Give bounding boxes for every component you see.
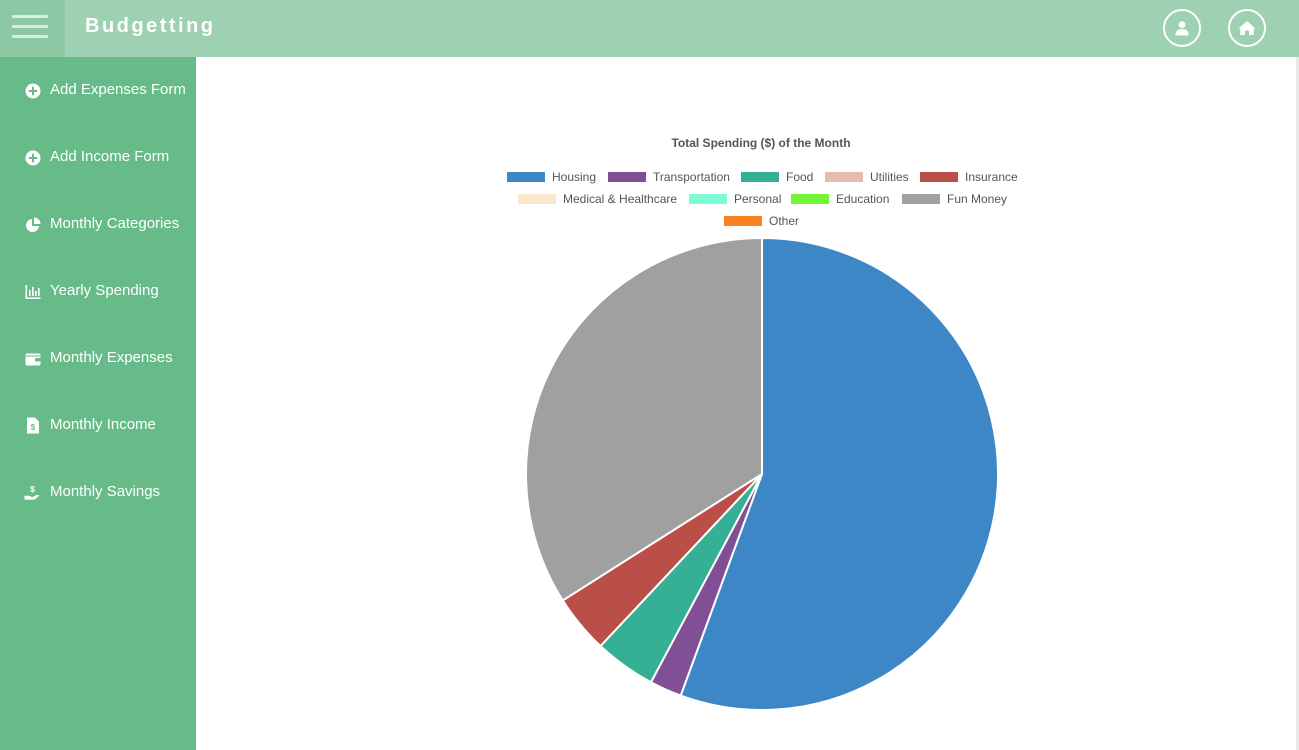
hand-dollar-icon: $ (24, 484, 41, 501)
sidebar-item-label: Monthly Categories (50, 215, 180, 232)
legend-swatch (507, 172, 545, 182)
legend-item[interactable]: Utilities (825, 170, 909, 184)
content-border (1296, 57, 1299, 750)
legend-swatch (825, 172, 863, 182)
sidebar-item-label: Add Expenses Form (50, 81, 186, 98)
legend-item[interactable]: Insurance (920, 170, 1018, 184)
legend-item[interactable]: Fun Money (902, 192, 1007, 206)
legend-swatch (920, 172, 958, 182)
pie-chart (525, 236, 999, 711)
pie-chart-icon (24, 216, 41, 233)
user-icon (1175, 21, 1189, 36)
invoice-icon: $ (24, 417, 41, 434)
legend-item[interactable]: Other (724, 214, 799, 228)
pie-slice-housing[interactable] (679, 236, 999, 711)
legend-swatch (724, 216, 762, 226)
legend-item[interactable]: Transportation (608, 170, 730, 184)
sidebar-item-monthly-savings[interactable]: $ Monthly Savings (0, 472, 196, 512)
profile-button[interactable] (1163, 9, 1201, 47)
legend-swatch (791, 194, 829, 204)
svg-text:$: $ (30, 423, 35, 432)
sidebar-item-monthly-income[interactable]: $ Monthly Income (0, 405, 196, 445)
menu-toggle-button[interactable] (0, 0, 65, 57)
legend-item[interactable]: Food (741, 170, 813, 184)
plus-circle-icon (24, 82, 41, 99)
chart-title-text: Total Spending ($) of the Month (671, 136, 851, 150)
sidebar-item-add-expenses-form[interactable]: Add Expenses Form (0, 70, 196, 110)
legend-swatch (902, 194, 940, 204)
sidebar: Add Expenses Form Add Income Form Monthl… (0, 57, 196, 750)
legend-item[interactable]: Personal (689, 192, 781, 206)
sidebar-item-add-income-form[interactable]: Add Income Form (0, 137, 196, 177)
legend-label: Fun Money (947, 192, 1008, 206)
svg-text:$: $ (30, 484, 35, 494)
legend-label: Food (786, 170, 814, 184)
legend-item[interactable]: Medical & Healthcare (518, 192, 677, 206)
top-bar: Budgetting (0, 0, 1299, 57)
legend-label: Insurance (965, 170, 1018, 184)
legend-swatch (518, 194, 556, 204)
legend-label: Utilities (870, 170, 909, 184)
sidebar-item-label: Yearly Spending (50, 282, 159, 299)
sidebar-item-label: Monthly Savings (50, 483, 161, 500)
hamburger-line (12, 15, 48, 18)
legend-swatch (741, 172, 779, 182)
legend-label: Education (836, 192, 890, 206)
legend-label: Transportation (653, 170, 730, 184)
sidebar-item-label: Monthly Income (50, 416, 156, 433)
sidebar-item-yearly-spending[interactable]: Yearly Spending (0, 271, 196, 311)
legend-swatch (689, 194, 727, 204)
plus-circle-icon (24, 149, 41, 166)
bar-chart-icon (24, 283, 41, 300)
chart-title: Total Spending ($) of the Month (211, 136, 1299, 150)
sidebar-item-monthly-expenses[interactable]: Monthly Expenses (0, 338, 196, 378)
legend-label: Medical & Healthcare (563, 192, 678, 206)
wallet-icon (24, 350, 41, 367)
hamburger-line (12, 25, 48, 28)
hamburger-line (12, 35, 48, 38)
sidebar-item-monthly-categories[interactable]: Monthly Categories (0, 204, 196, 244)
legend-item[interactable]: Education (791, 192, 889, 206)
legend-label: Personal (734, 192, 782, 206)
sidebar-item-label: Monthly Expenses (50, 349, 173, 366)
sidebar-item-label: Add Income Form (50, 148, 170, 165)
legend-swatch (608, 172, 646, 182)
home-icon (1238, 21, 1256, 35)
legend-label: Housing (552, 170, 597, 184)
pie-slice-fun-money[interactable] (525, 236, 763, 602)
home-button[interactable] (1228, 9, 1266, 47)
app-title: Budgetting (85, 15, 216, 37)
legend-label: Other (769, 214, 800, 228)
legend-item[interactable]: Housing (507, 170, 596, 184)
